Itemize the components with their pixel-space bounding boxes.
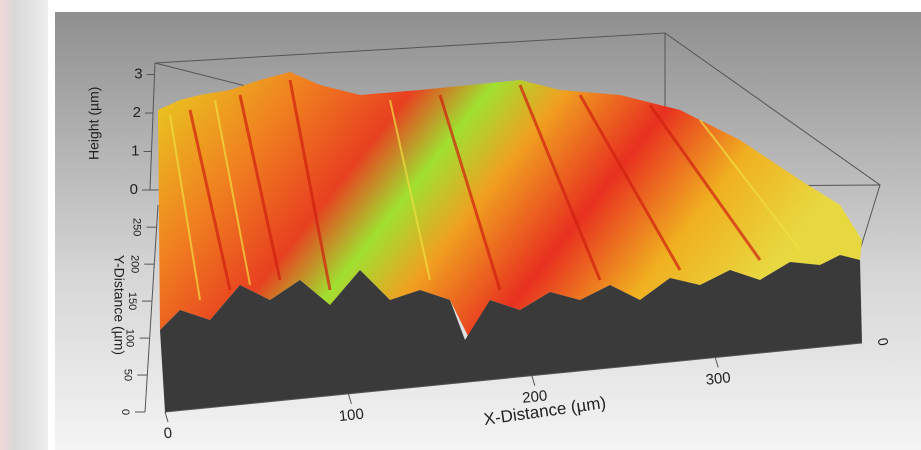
y-tick-label: 0 [119,409,131,415]
x-tick [714,357,719,368]
y-tick-label: 50 [121,369,133,381]
y-tick-label: 100 [124,329,136,347]
z-tick-label: 3 [134,66,142,83]
y-axis-label: Y-Distance (µm) [111,255,127,355]
y-axis-line [144,204,159,413]
y-tick-label: 250 [131,218,143,236]
surface-ridges [188,79,762,291]
x-tick-label: 200 [521,387,548,407]
z-axis-label: Height (µm) [86,87,102,160]
x-tick-label: 0 [163,425,173,443]
surface [158,72,862,340]
surface-front-face [160,255,862,412]
z-tick-label: 1 [131,142,139,159]
surface-ridges-light [169,99,801,301]
x-tick [347,393,352,404]
x-tick-label: 100 [338,406,365,426]
x-tick-label: 300 [705,369,732,389]
x-tick [531,375,536,386]
y-tick-label: 150 [126,292,138,310]
x-tick [164,411,169,423]
x-axis-line [164,342,863,413]
y-tick-label: 200 [128,255,140,273]
z-tick-label: 2 [133,104,141,121]
annotation: 0 [875,337,892,348]
z-tick-label: 0 [130,181,138,198]
side-strip [0,0,48,450]
